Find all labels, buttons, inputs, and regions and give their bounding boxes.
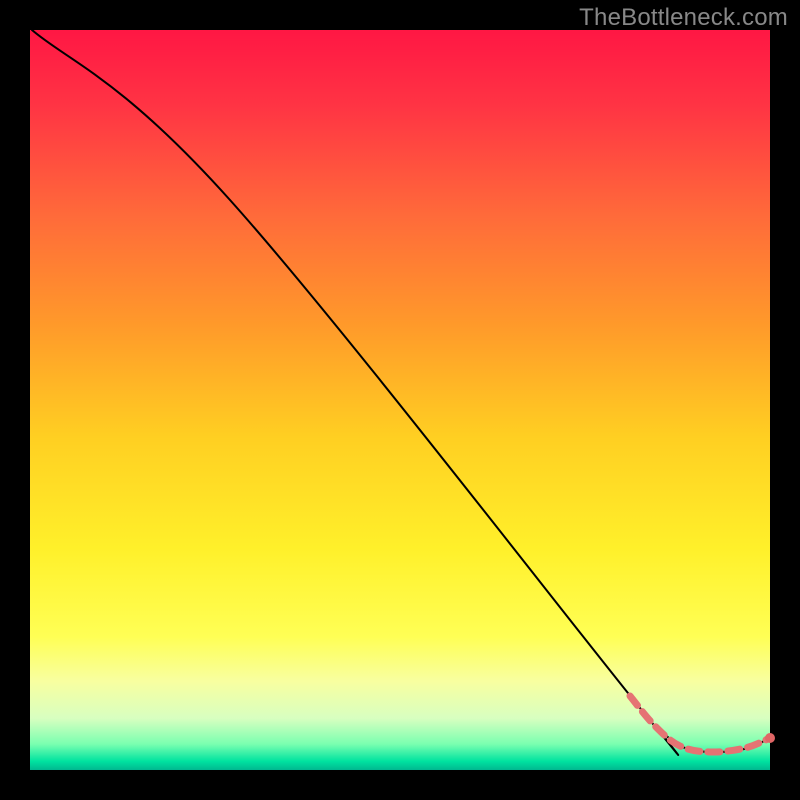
- bottleneck-chart: [0, 0, 800, 800]
- watermark-text: TheBottleneck.com: [579, 4, 788, 32]
- end-marker: [765, 733, 775, 743]
- plot-background: [30, 30, 770, 770]
- chart-container: { "meta": { "watermark": "TheBottleneck.…: [0, 0, 800, 800]
